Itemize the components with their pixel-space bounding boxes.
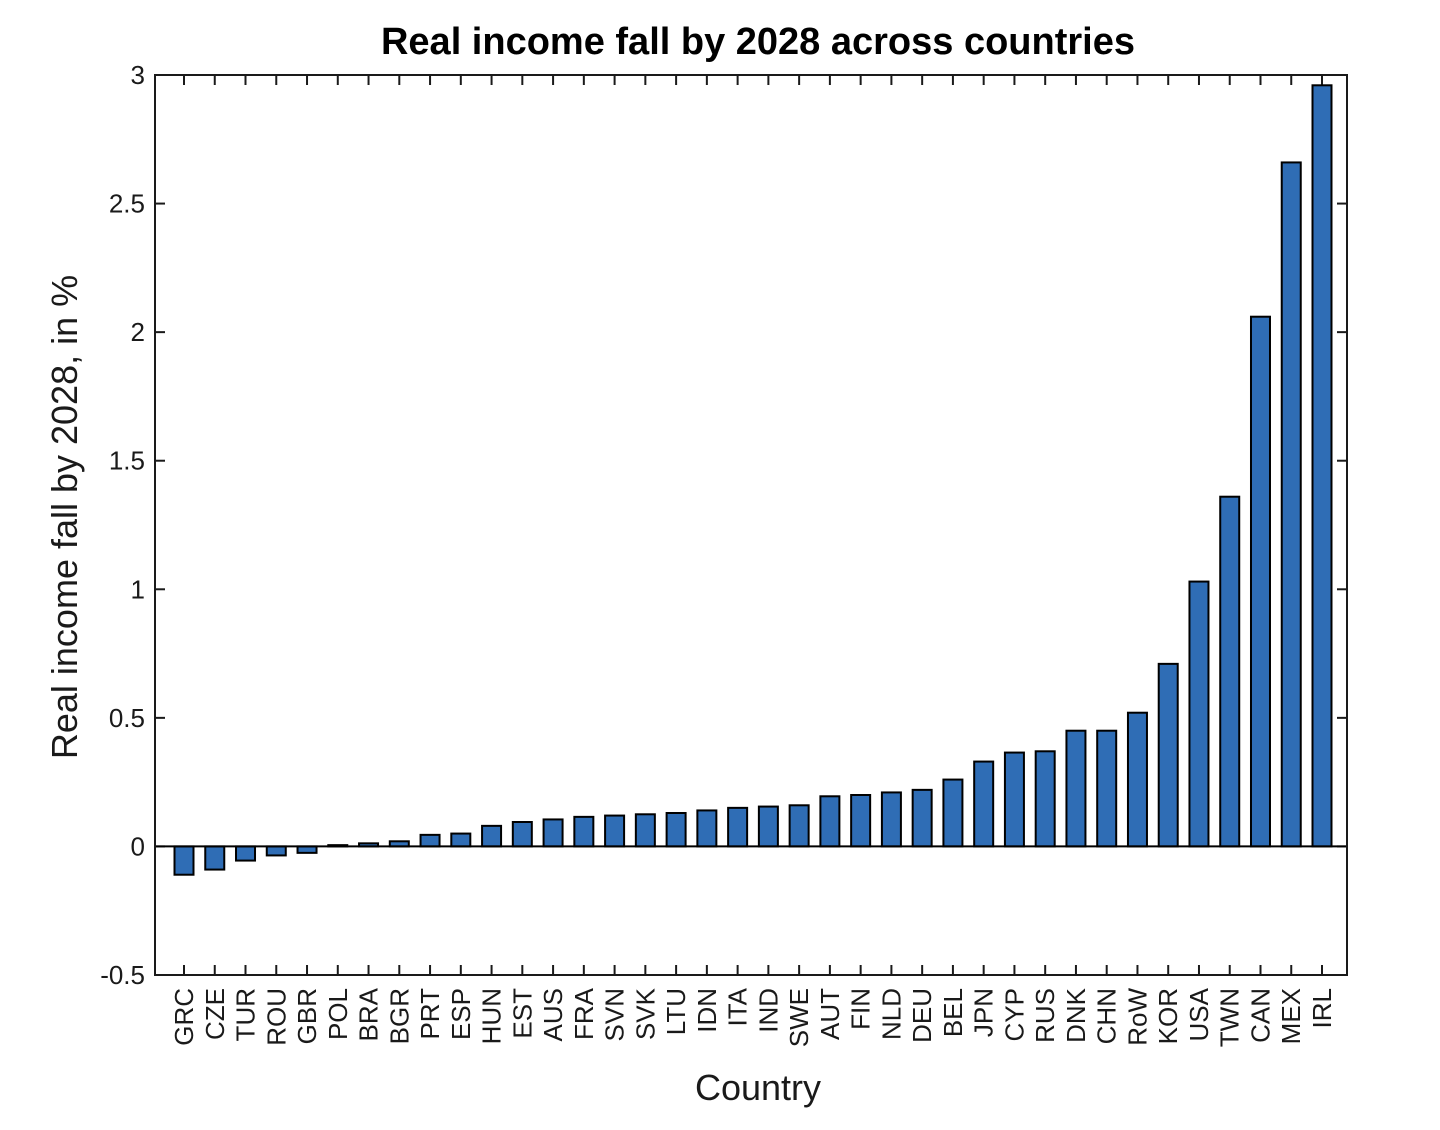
y-tick-label: 3: [131, 60, 145, 90]
x-tick-label-mex: MEX: [1276, 988, 1306, 1044]
bar-row: [1126, 711, 1148, 848]
y-tick-label: 2: [131, 317, 145, 347]
x-tick-label-esp: ESP: [446, 988, 476, 1040]
y-tick-label: -0.5: [100, 960, 145, 990]
x-tick-label-twn: TWN: [1215, 988, 1245, 1047]
bar-cze: [204, 845, 226, 871]
y-tick-label: 0.5: [109, 703, 145, 733]
x-tick-label-can: CAN: [1245, 988, 1275, 1043]
bar-dnk: [1065, 729, 1087, 848]
x-tick-label-aut: AUT: [815, 988, 845, 1040]
bar-bel: [942, 778, 964, 848]
bar-mex: [1280, 161, 1302, 848]
bar-aus: [542, 818, 564, 848]
bar-ind: [757, 805, 779, 848]
x-tick-label-fra: FRA: [569, 987, 599, 1040]
y-axis-label: Real income fall by 2028, in %: [44, 275, 85, 759]
bar-kor: [1157, 662, 1179, 848]
x-tick-label-nld: NLD: [876, 988, 906, 1040]
bar-deu: [911, 788, 933, 848]
bar-ita: [727, 806, 749, 848]
chart-title: Real income fall by 2028 across countrie…: [381, 21, 1135, 63]
x-tick-label-idn: IDN: [692, 988, 722, 1033]
x-tick-label-usa: USA: [1184, 987, 1214, 1041]
x-tick-label-swe: SWE: [784, 988, 814, 1047]
bar-irl: [1311, 84, 1333, 848]
bar-aut: [819, 795, 841, 848]
plot-frame: [154, 74, 1348, 976]
x-tick-label-cyp: CYP: [999, 988, 1029, 1041]
bar-hun: [481, 824, 503, 848]
bar-fin: [850, 794, 872, 848]
x-tick-label-fin: FIN: [846, 988, 876, 1030]
bar-prt: [419, 833, 441, 848]
bar-tur: [235, 845, 257, 862]
bar-usa: [1188, 580, 1210, 848]
x-tick-label-tur: TUR: [231, 988, 261, 1041]
x-tick-label-bra: BRA: [354, 987, 384, 1041]
y-tick-label: 0: [131, 831, 145, 861]
bar-ltu: [665, 812, 687, 848]
x-tick-label-deu: DEU: [907, 988, 937, 1043]
bar-esp: [450, 832, 472, 848]
bar-chn: [1096, 729, 1118, 848]
axis-ticks: [155, 74, 1347, 976]
bar-rus: [1034, 750, 1056, 848]
bar-svn: [604, 814, 626, 848]
y-tick-label: 1: [131, 574, 145, 604]
y-tick-label: 2.5: [109, 189, 145, 219]
x-tick-label-hun: HUN: [477, 988, 507, 1044]
x-axis-label: Country: [695, 1067, 821, 1108]
bar-grc: [173, 845, 195, 876]
x-tick-label-grc: GRC: [169, 988, 199, 1046]
x-tick-label-svn: SVN: [600, 988, 630, 1041]
x-tick-label-ltu: LTU: [661, 988, 691, 1035]
x-tick-label-ita: ITA: [723, 987, 753, 1026]
x-tick-label-cze: CZE: [200, 988, 230, 1040]
bar-jpn: [973, 760, 995, 848]
x-tick-label-rou: ROU: [261, 988, 291, 1046]
bar-cyp: [1003, 751, 1025, 848]
x-tick-label-kor: KOR: [1153, 988, 1183, 1044]
x-tick-label-jpn: JPN: [969, 988, 999, 1037]
x-tick-label-est: EST: [507, 988, 537, 1039]
bar-fra: [573, 815, 595, 848]
x-tick-label-gbr: GBR: [292, 988, 322, 1044]
bar-svk: [634, 813, 656, 848]
bar-est: [511, 821, 533, 848]
x-tick-label-chn: CHN: [1092, 988, 1122, 1044]
x-tick-label-prt: PRT: [415, 988, 445, 1040]
bar-swe: [788, 804, 810, 848]
x-tick-label-rus: RUS: [1030, 988, 1060, 1043]
x-tick-label-dnk: DNK: [1061, 987, 1091, 1043]
x-tick-label-ind: IND: [753, 988, 783, 1033]
x-tick-label-pol: POL: [323, 988, 353, 1040]
bars: [173, 84, 1333, 876]
x-tick-label-aus: AUS: [538, 988, 568, 1041]
tick-labels: -0.5 0 0.5 1 1.5 2 2.5 3 GRC CZE TUR ROU GBR POL BRA BG…: [100, 60, 1337, 1047]
x-tick-label-row: RoW: [1122, 988, 1152, 1046]
bar-nld: [880, 791, 902, 848]
x-tick-label-svk: SVK: [630, 987, 660, 1040]
bar-can: [1249, 315, 1271, 848]
y-tick-label: 1.5: [109, 446, 145, 476]
x-tick-label-irl: IRL: [1307, 988, 1337, 1028]
x-tick-label-bgr: BGR: [384, 988, 414, 1044]
bar-rou: [265, 845, 287, 857]
bar-twn: [1219, 495, 1241, 848]
bar-idn: [696, 809, 718, 848]
x-tick-label-bel: BEL: [938, 988, 968, 1037]
